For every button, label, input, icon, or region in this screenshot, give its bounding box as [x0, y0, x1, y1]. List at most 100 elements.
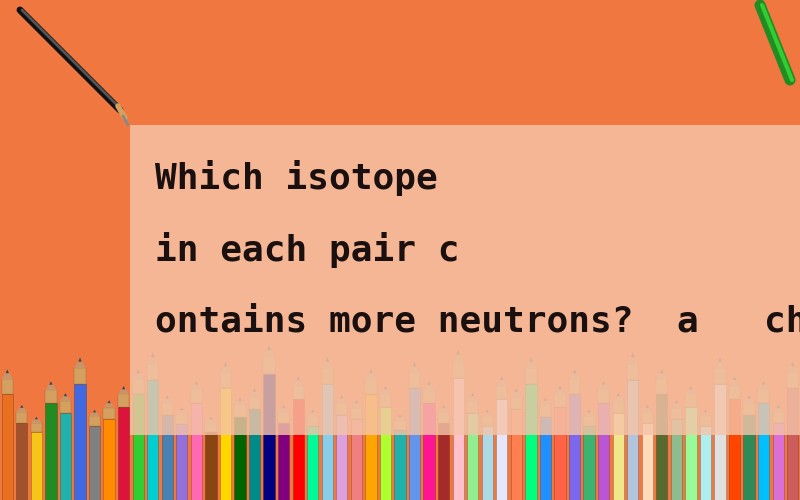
Polygon shape [787, 362, 798, 372]
Bar [510, 409, 522, 500]
Polygon shape [162, 396, 173, 403]
Bar [366, 379, 377, 394]
Text: in each pair c: in each pair c [155, 232, 459, 268]
Polygon shape [471, 393, 474, 396]
Polygon shape [530, 358, 533, 362]
Bar [453, 362, 464, 378]
Bar [350, 408, 362, 418]
Polygon shape [704, 410, 707, 412]
Polygon shape [486, 410, 489, 412]
Bar [118, 407, 130, 500]
Polygon shape [234, 398, 246, 406]
Polygon shape [510, 388, 522, 396]
Polygon shape [370, 370, 373, 373]
Bar [60, 401, 71, 413]
Bar [293, 400, 304, 500]
Polygon shape [394, 414, 406, 421]
Bar [263, 374, 274, 500]
Polygon shape [249, 388, 260, 396]
Polygon shape [747, 396, 750, 398]
Polygon shape [514, 388, 518, 392]
Polygon shape [777, 405, 780, 408]
Polygon shape [627, 352, 638, 364]
Bar [583, 426, 594, 500]
Polygon shape [297, 376, 300, 380]
Polygon shape [598, 381, 610, 390]
Bar [74, 368, 86, 384]
Bar [190, 390, 202, 403]
Bar [540, 406, 551, 417]
Bar [743, 403, 754, 415]
Bar [394, 430, 406, 500]
Polygon shape [176, 408, 187, 414]
Polygon shape [107, 400, 110, 403]
Bar [366, 394, 377, 500]
Polygon shape [180, 408, 183, 410]
Polygon shape [762, 381, 766, 384]
Polygon shape [791, 362, 794, 366]
Bar [2, 379, 13, 394]
Polygon shape [137, 370, 140, 373]
Polygon shape [93, 410, 96, 412]
Bar [103, 408, 114, 418]
Polygon shape [50, 381, 53, 384]
Bar [147, 364, 158, 380]
Bar [540, 417, 551, 500]
Bar [642, 412, 653, 422]
Polygon shape [558, 386, 562, 390]
Bar [613, 413, 624, 500]
Text: ontains more neutrons?  a   chlorine-: ontains more neutrons? a chlorine- [155, 304, 800, 338]
Polygon shape [773, 405, 784, 412]
Polygon shape [670, 400, 682, 407]
Bar [133, 379, 144, 394]
Bar [2, 394, 13, 500]
Bar [627, 380, 638, 500]
Polygon shape [743, 396, 754, 403]
Bar [482, 426, 493, 500]
Bar [60, 413, 71, 500]
Polygon shape [278, 405, 290, 412]
Bar [394, 421, 406, 430]
Bar [234, 417, 246, 500]
Bar [89, 416, 100, 426]
Polygon shape [78, 358, 82, 362]
Bar [787, 372, 798, 388]
Bar [642, 422, 653, 500]
Polygon shape [293, 376, 304, 386]
Polygon shape [718, 358, 722, 362]
Polygon shape [442, 405, 446, 408]
Polygon shape [467, 393, 478, 401]
Bar [656, 379, 667, 394]
Polygon shape [190, 381, 202, 390]
Bar [686, 407, 697, 500]
Bar [670, 408, 682, 418]
Bar [467, 413, 478, 500]
Polygon shape [656, 370, 667, 379]
Bar [569, 379, 580, 394]
Polygon shape [613, 393, 624, 401]
Polygon shape [453, 350, 464, 362]
Text: Which isotope: Which isotope [155, 160, 438, 196]
Polygon shape [282, 405, 286, 408]
Bar [700, 416, 711, 426]
Polygon shape [554, 386, 566, 394]
Bar [526, 368, 537, 384]
Polygon shape [307, 410, 318, 416]
Bar [30, 423, 42, 432]
Polygon shape [220, 362, 231, 372]
Polygon shape [496, 376, 507, 386]
Polygon shape [380, 386, 391, 394]
Polygon shape [151, 352, 154, 357]
Polygon shape [89, 410, 100, 416]
Polygon shape [64, 393, 67, 396]
Polygon shape [540, 398, 551, 406]
Polygon shape [526, 358, 537, 368]
Bar [670, 418, 682, 500]
Bar [263, 357, 274, 374]
Bar [656, 394, 667, 500]
Bar [467, 401, 478, 413]
Bar [162, 403, 173, 415]
Polygon shape [253, 388, 256, 392]
Polygon shape [326, 358, 329, 362]
Polygon shape [20, 405, 23, 408]
